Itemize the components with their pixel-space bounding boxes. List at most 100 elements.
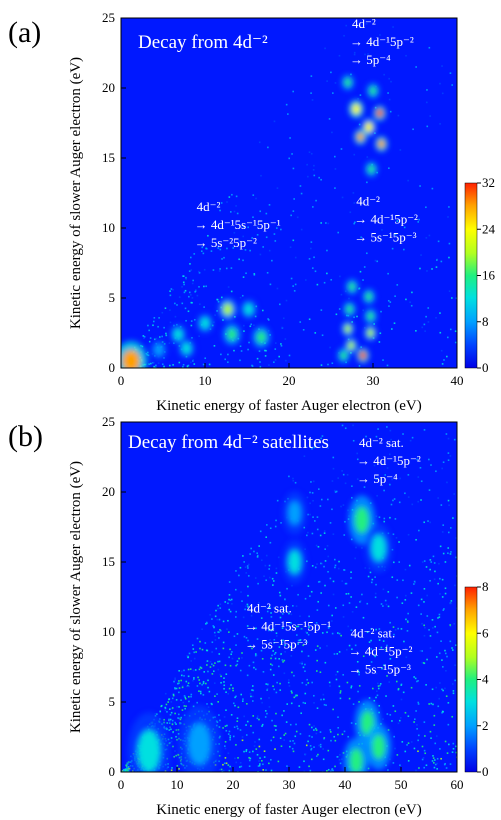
heatmap-cell — [367, 575, 370, 578]
heatmap-cell — [400, 698, 403, 701]
heatmap-cell — [192, 359, 195, 361]
heatmap-cell — [257, 582, 259, 585]
heatmap-cell — [435, 470, 437, 473]
heatmap-cell — [322, 748, 324, 750]
heatmap-cell — [338, 54, 341, 57]
heatmap-cell — [284, 650, 286, 653]
heatmap-cell — [161, 311, 164, 314]
heatmap-cell — [223, 762, 226, 765]
heatmap-cell — [240, 591, 242, 593]
heatmap-cell — [266, 271, 269, 274]
heatmap-cell — [318, 176, 320, 179]
heatmap-cell — [347, 625, 350, 628]
heatmap-cell — [315, 729, 318, 731]
colorbar-tick-label: 4 — [482, 672, 489, 687]
heatmap-cell — [184, 697, 187, 700]
heatmap-cell — [176, 705, 178, 708]
heatmap-cell — [403, 640, 405, 643]
heatmap-cell — [352, 703, 355, 705]
heatmap-cell — [433, 766, 436, 769]
heatmap-cell — [426, 125, 429, 128]
heatmap-cell — [235, 570, 237, 572]
heatmap-cell — [269, 663, 272, 665]
heatmap-cell — [305, 683, 308, 686]
heatmap-cell — [242, 259, 244, 262]
heatmap-cell — [217, 701, 219, 703]
heatmap-cell — [271, 654, 273, 657]
heatmap-cell — [191, 297, 194, 299]
heatmap-cell — [334, 155, 336, 158]
heatmap-cell — [228, 581, 231, 583]
heatmap-cell — [388, 167, 390, 170]
heatmap-cell — [259, 210, 262, 213]
heatmap-hotspot — [364, 122, 373, 133]
heatmap-cell — [258, 141, 261, 144]
heatmap-cell — [159, 710, 162, 713]
heatmap-cell — [245, 748, 248, 751]
heatmap-cell — [376, 260, 379, 263]
heatmap-cell — [351, 611, 354, 613]
heatmap-cell — [373, 464, 376, 467]
heatmap-cell — [342, 473, 345, 476]
y-tick-label: 0 — [109, 360, 116, 375]
heatmap-cell — [337, 231, 340, 234]
heatmap-cell — [180, 762, 182, 765]
heatmap-cell — [327, 570, 329, 573]
heatmap-cell — [329, 685, 331, 687]
heatmap-cell — [314, 520, 316, 522]
heatmap-cell — [420, 598, 423, 601]
heatmap-cell — [229, 599, 232, 602]
heatmap-cell — [252, 700, 254, 702]
heatmap-cell — [224, 745, 226, 747]
heatmap-cell — [232, 689, 234, 692]
heatmap-cell — [434, 625, 436, 628]
heatmap-cell — [241, 294, 244, 297]
heatmap-cell — [254, 654, 257, 657]
heatmap-cell — [309, 595, 311, 597]
heatmap-cell — [353, 316, 355, 319]
heatmap-cell — [443, 608, 445, 610]
heatmap-cell — [331, 131, 333, 134]
heatmap-cell — [354, 221, 356, 224]
heatmap-cell — [348, 602, 351, 604]
heatmap-cell — [168, 342, 171, 344]
heatmap-cell — [287, 681, 290, 684]
heatmap-cell — [188, 652, 191, 655]
heatmap-cell — [165, 332, 167, 335]
heatmap-cell — [218, 618, 221, 621]
heatmap-cell — [171, 719, 174, 722]
heatmap-cell — [201, 246, 204, 249]
heatmap-cell — [342, 504, 345, 506]
heatmap-cell — [226, 628, 228, 630]
heatmap-cell — [449, 527, 452, 529]
heatmap-cell — [420, 499, 422, 501]
heatmap-cell — [305, 631, 307, 633]
heatmap-cell — [389, 110, 392, 113]
heatmap-cell — [184, 289, 187, 292]
heatmap-cell — [219, 248, 222, 251]
heatmap-cell — [243, 225, 245, 228]
heatmap-cell — [311, 565, 314, 567]
heatmap-cell — [278, 303, 281, 306]
heatmap-cell — [436, 259, 438, 261]
heatmap-cell — [317, 753, 319, 756]
heatmap-cell — [442, 609, 445, 611]
heatmap-cell — [423, 662, 426, 665]
heatmap-cell — [377, 476, 379, 479]
heatmap-cell — [352, 424, 354, 427]
heatmap-cell — [256, 556, 259, 558]
heatmap-cell — [412, 128, 414, 131]
heatmap-cell — [454, 679, 456, 682]
heatmap-cell — [404, 599, 407, 601]
heatmap-cell — [259, 253, 262, 256]
heatmap-cell — [294, 735, 297, 738]
heatmap-cell — [252, 216, 254, 219]
heatmap-cell — [198, 271, 201, 274]
heatmap-cell — [388, 681, 391, 683]
heatmap-cell — [188, 295, 190, 298]
heatmap-hotspot — [348, 282, 356, 291]
heatmap-cell — [358, 365, 361, 367]
heatmap-cell — [332, 580, 335, 583]
